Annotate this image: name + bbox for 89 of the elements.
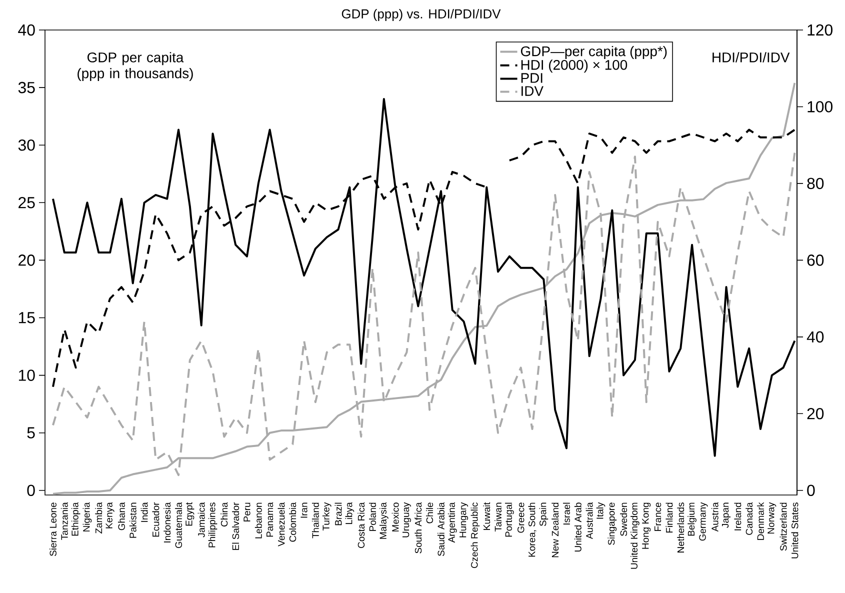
x-tick-label: Peru xyxy=(244,502,250,522)
chart-title: GDP (ppp) vs. HDI/PDI/IDV xyxy=(342,8,501,22)
x-tick-label: Turkey xyxy=(322,502,332,531)
x-tick-label: Sierra Leone xyxy=(50,502,56,556)
x-tick-label: Hungary xyxy=(460,502,468,538)
y-tick-label: 25 xyxy=(18,197,35,208)
y2-axis-title: HDI/PDI/IDV xyxy=(712,52,790,62)
x-tick-label: Lebanon xyxy=(254,502,262,538)
x-tick-label: Norway xyxy=(768,502,776,534)
y2-tick-label: 0 xyxy=(807,484,815,496)
y-tick-label: 20 xyxy=(18,254,35,266)
y-tick-label: 10 xyxy=(18,370,35,381)
x-tick-label: Netherlands xyxy=(677,502,684,552)
x-tick-label: New Zealand xyxy=(552,502,559,558)
legend-label: GDP—per capita (ppp*) xyxy=(520,46,667,59)
legend-label: HDI (2000) × 100 xyxy=(521,60,628,73)
x-tick-label: Guatemala xyxy=(175,502,182,548)
x-tick-label: Costa Rica xyxy=(358,502,365,548)
x-tick-label: Zambia xyxy=(95,502,102,534)
x-tick-label: Singapore xyxy=(608,502,617,545)
x-tick-label: Philippines xyxy=(208,502,218,548)
x-tick-label: Venezuela xyxy=(278,502,285,546)
x-tick-label: Belgium xyxy=(688,502,696,536)
y-tick-label: 15 xyxy=(18,312,35,324)
y2-tick-label: 100 xyxy=(808,101,832,112)
y-tick-label: 0 xyxy=(27,484,35,496)
x-tick-label: Poland xyxy=(369,502,376,531)
y-tick-label: 40 xyxy=(18,24,35,36)
x-tick-label: Ethiopia xyxy=(71,502,80,536)
legend-label: IDV xyxy=(522,86,544,96)
x-tick-label: Ecuador xyxy=(152,502,160,537)
x-tick-label: Pakistan xyxy=(129,502,136,538)
x-tick-label: Indonesia xyxy=(164,502,171,542)
x-tick-label: Jamaica xyxy=(198,502,205,538)
x-tick-label: Canada xyxy=(746,502,753,535)
x-tick-label: Malaysia xyxy=(380,502,388,539)
y-axis-title: GDP per capita (ppp in thousands) xyxy=(78,52,193,82)
x-tick-label: Switzerland xyxy=(780,502,787,551)
x-tick-label: Finland xyxy=(666,502,673,532)
x-tick-label: Denmark xyxy=(757,502,764,540)
x-tick-label: Argentina xyxy=(448,502,457,543)
y2-tick-label: 40 xyxy=(806,331,824,343)
x-tick-label: China xyxy=(220,502,228,526)
x-tick-label: El Salvador xyxy=(232,502,240,550)
x-tick-label: Iran xyxy=(300,502,308,518)
x-tick-label: Sweden xyxy=(620,502,628,536)
x-tick-label: Australia xyxy=(586,502,593,540)
x-tick-label: United Arab xyxy=(574,502,582,552)
x-tick-label: Colombia xyxy=(289,502,296,542)
x-tick-label: Portugal xyxy=(505,502,514,537)
x-tick-label: Brazil xyxy=(334,502,342,526)
x-tick-label: Nigeria xyxy=(82,502,92,532)
x-tick-label: Korea, South xyxy=(528,502,536,557)
legend-label: PDI xyxy=(521,73,542,83)
x-tick-label: Czech Republic xyxy=(470,502,480,568)
x-tick-label: Germany xyxy=(699,502,708,541)
x-tick-label: India xyxy=(140,502,148,522)
x-tick-label: Thailand xyxy=(312,502,319,538)
y2-tick-label: 120 xyxy=(808,24,832,36)
x-tick-label: Saudi Arabia xyxy=(438,502,444,556)
x-tick-label: Austria xyxy=(711,502,718,532)
x-tick-label: Greece xyxy=(518,502,524,533)
y2-tick-label: 60 xyxy=(807,254,824,266)
x-tick-label: Uruguay xyxy=(402,502,411,538)
y2-tick-label: 80 xyxy=(807,178,824,190)
y-tick-label: 5 xyxy=(27,427,35,438)
y2-tick-label: 20 xyxy=(807,408,824,420)
x-tick-label: Mexico xyxy=(392,502,399,532)
x-tick-label: Tanzania xyxy=(60,502,68,540)
x-tick-label: South Africa xyxy=(414,502,422,554)
x-tick-label: Panama xyxy=(266,502,274,537)
x-tick-label: Spain xyxy=(539,502,548,526)
x-tick-label: France xyxy=(654,502,662,531)
x-tick-label: Israel xyxy=(563,502,570,524)
x-tick-label: Ghana xyxy=(118,502,125,530)
x-tick-label: Kenya xyxy=(106,502,114,528)
x-tick-label: Chile xyxy=(426,502,434,524)
x-tick-label: United Kingdom xyxy=(630,502,640,569)
y-tick-label: 35 xyxy=(18,82,35,94)
x-tick-label: Japan xyxy=(722,502,730,528)
x-tick-label: United States xyxy=(791,502,798,558)
x-tick-label: Kuwait xyxy=(483,502,490,530)
x-tick-label: Ireland xyxy=(734,502,742,530)
x-tick-label: Hong Kong xyxy=(642,502,651,549)
y-tick-label: 30 xyxy=(18,139,35,151)
x-tick-label: Taiwan xyxy=(494,502,502,532)
x-tick-label: Egypt xyxy=(186,502,194,526)
x-tick-label: Libya xyxy=(345,502,354,524)
x-tick-label: Italy xyxy=(596,502,606,519)
